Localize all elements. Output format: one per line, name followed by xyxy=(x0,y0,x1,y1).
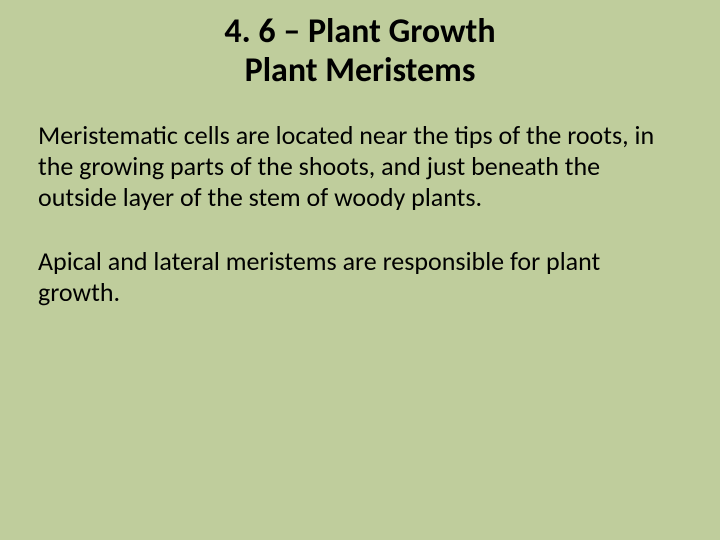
title-line-1: 4. 6 – Plant Growth xyxy=(78,12,642,51)
title-line-2: Plant Meristems xyxy=(78,51,642,90)
paragraph-2: Apical and lateral meristems are respons… xyxy=(38,246,682,307)
slide-title: 4. 6 – Plant Growth Plant Meristems xyxy=(38,12,682,90)
paragraph-1: Meristematic cells are located near the … xyxy=(38,120,682,212)
slide: 4. 6 – Plant Growth Plant Meristems Meri… xyxy=(0,0,720,540)
